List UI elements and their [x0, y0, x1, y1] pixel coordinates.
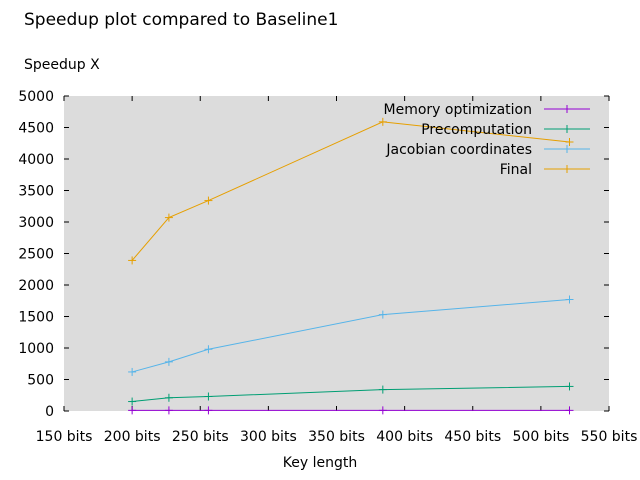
x-tick-label: 200 bits: [104, 429, 161, 445]
y-tick-label: 4500: [18, 121, 54, 137]
data-point: [164, 213, 173, 222]
x-tick-label: 250 bits: [172, 429, 229, 445]
data-point: [128, 367, 137, 376]
data-point: [378, 310, 387, 319]
x-tick-label: 400 bits: [376, 429, 433, 445]
data-point: [164, 406, 173, 415]
x-tick-label: 450 bits: [444, 429, 501, 445]
chart-title: Speedup plot compared to Baseline1: [24, 10, 339, 30]
data-point: [164, 393, 173, 402]
y-tick-label: 0: [45, 404, 54, 420]
legend-label: Final: [500, 162, 532, 178]
data-point: [164, 357, 173, 366]
y-axis-label: Speedup X: [24, 57, 100, 73]
y-tick-label: 1500: [18, 310, 54, 326]
data-point: [565, 406, 574, 415]
data-point: [378, 385, 387, 394]
data-point: [378, 406, 387, 415]
legend-label: Precomputation: [421, 122, 532, 138]
data-point: [204, 406, 213, 415]
y-tick-label: 3000: [18, 215, 54, 231]
y-tick-label: 4000: [18, 152, 54, 168]
data-point: [565, 295, 574, 304]
data-point: [204, 196, 213, 205]
data-point: [128, 406, 137, 415]
x-axis-label: Key length: [282, 455, 358, 471]
x-tick-label: 550 bits: [581, 429, 638, 445]
y-tick-label: 500: [27, 373, 54, 389]
data-point: [565, 137, 574, 146]
y-tick-label: 3500: [18, 184, 54, 200]
y-tick-label: 1000: [18, 341, 54, 357]
data-point: [378, 117, 387, 126]
data-point: [128, 256, 137, 265]
x-tick-label: 500 bits: [513, 429, 570, 445]
y-tick-label: 2000: [18, 278, 54, 294]
data-point: [565, 382, 574, 391]
data-point: [204, 345, 213, 354]
y-tick-label: 2500: [18, 247, 54, 263]
legend-label: Memory optimization: [384, 102, 533, 118]
legend-label: Jacobian coordinates: [385, 142, 532, 158]
data-point: [204, 392, 213, 401]
y-tick-label: 5000: [18, 89, 54, 105]
x-tick-label: 300 bits: [240, 429, 297, 445]
plot-area: [64, 96, 609, 411]
x-tick-label: 350 bits: [308, 429, 365, 445]
x-tick-label: 150 bits: [36, 429, 93, 445]
data-point: [128, 397, 137, 406]
